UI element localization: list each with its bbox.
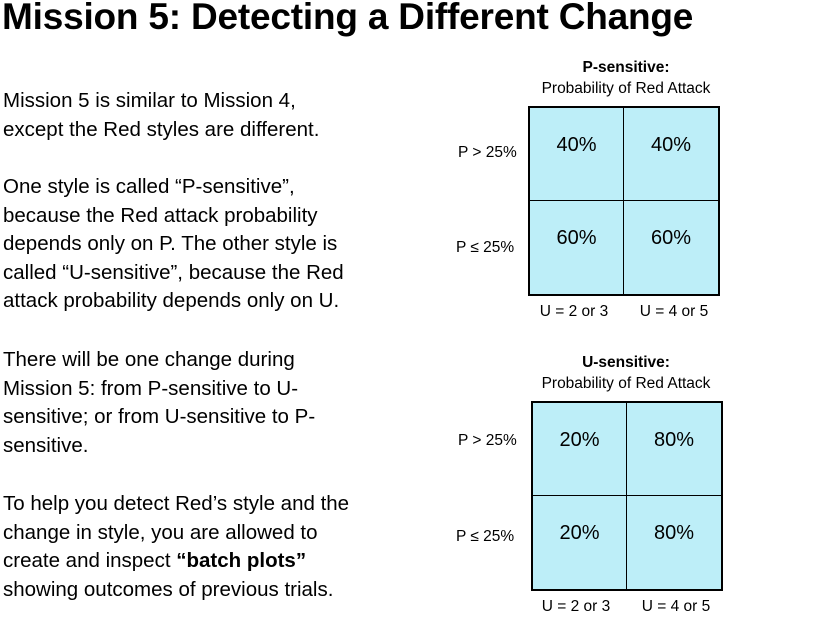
text-line: depends only on P. The other style is: [3, 232, 338, 256]
text-line: because the Red attack probability: [3, 203, 318, 227]
text-line: sensitive.: [3, 433, 89, 457]
text-line: sensitive; or from U-sensitive to P-: [3, 405, 316, 429]
u-sensitive-table: 20% 80% 20% 80%: [531, 401, 723, 591]
text-line: create and inspect: [3, 549, 177, 573]
col-label-u-low: U = 2 or 3: [541, 598, 611, 615]
u-sensitive-heading: U-sensitive: Probability of Red Attack: [496, 352, 756, 394]
col-label-u-high: U = 4 or 5: [639, 303, 709, 320]
paragraph-intro: Mission 5 is similar to Mission 4, excep…: [3, 87, 423, 144]
table-cell: 40%: [530, 108, 624, 201]
row-label-p-low: P ≤ 25%: [456, 528, 515, 545]
row-label-p-low: P ≤ 25%: [456, 239, 515, 256]
text-line: One style is called “P-sensitive”,: [3, 175, 295, 198]
table-cell: 40%: [624, 108, 718, 201]
table-cell: 60%: [650, 227, 692, 249]
text-line: There will be one change during: [3, 348, 295, 371]
text-line: Mission 5: from P-sensitive to U-: [3, 376, 299, 400]
table-cell: 20%: [533, 496, 627, 589]
table-subheading: Probability of Red Attack: [541, 375, 711, 392]
col-label-u-low: U = 2 or 3: [539, 303, 609, 320]
table-subheading: Probability of Red Attack: [541, 80, 711, 97]
text-line: Mission 5 is similar to Mission 4,: [3, 89, 296, 112]
table-cell: 80%: [653, 522, 695, 544]
text-line: except the Red styles are different.: [3, 117, 320, 141]
text-line: change in style, you are allowed to: [3, 520, 318, 544]
table-cell: 60%: [530, 201, 624, 294]
p-sensitive-heading: P-sensitive: Probability of Red Attack: [496, 57, 756, 99]
text-line: To help you detect Red’s style and the: [3, 492, 350, 515]
p-sensitive-table: 40% 40% 60% 60%: [528, 106, 720, 296]
text-line: showing outcomes of previous trials.: [3, 577, 334, 601]
page-title: Mission 5: Detecting a Different Change: [2, 0, 694, 37]
text-line: attack probability depends only on U.: [3, 289, 340, 313]
batch-plots-emphasis: “batch plots”: [176, 549, 307, 573]
paragraph-batch-plots: To help you detect Red’s style and the c…: [3, 490, 423, 604]
row-label-p-high: P > 25%: [458, 144, 517, 161]
table-cell: 20%: [533, 403, 627, 496]
table-cell: 80%: [627, 403, 721, 496]
table-heading: U-sensitive:: [582, 354, 670, 371]
table-heading: P-sensitive:: [582, 59, 670, 76]
paragraph-change: There will be one change during Mission …: [3, 346, 423, 460]
paragraph-styles: One style is called “P-sensitive”, becau…: [3, 173, 423, 316]
row-label-p-high: P > 25%: [458, 432, 517, 449]
text-line: called “U-sensitive”, because the Red: [3, 260, 344, 284]
col-label-u-high: U = 4 or 5: [641, 598, 711, 615]
